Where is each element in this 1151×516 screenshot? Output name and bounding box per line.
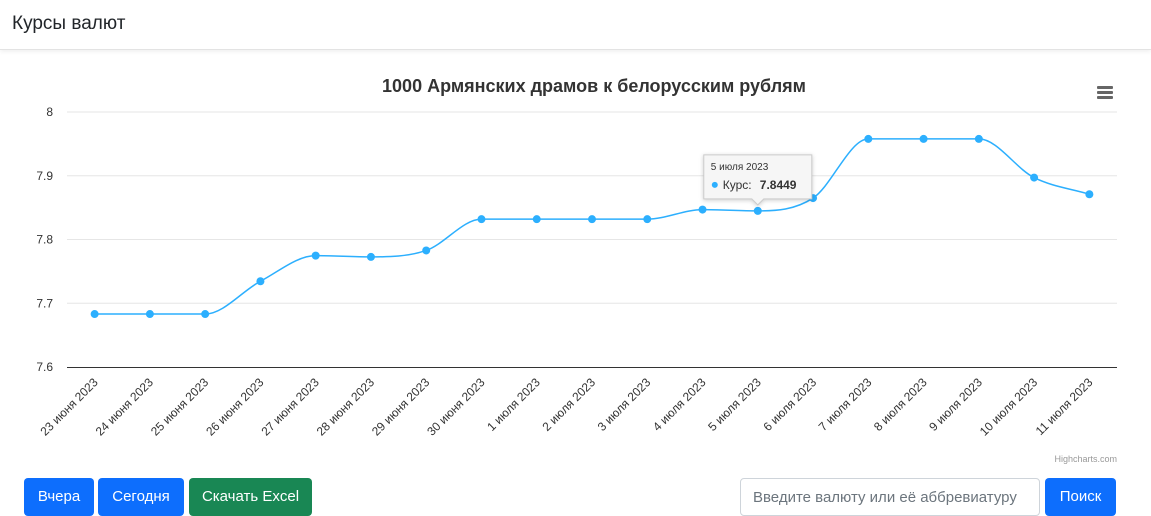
tooltip-date: 5 июля 2023 bbox=[711, 162, 769, 173]
data-point bbox=[366, 252, 375, 261]
data-point bbox=[422, 246, 431, 255]
app-header: Курсы валют bbox=[0, 0, 1151, 50]
data-point bbox=[974, 134, 983, 143]
y-tick-label: 7.7 bbox=[36, 296, 53, 310]
chart-credits: Highcharts.com bbox=[1054, 454, 1117, 464]
x-tick-label: 4 июля 2023 bbox=[650, 375, 709, 434]
data-point bbox=[698, 205, 707, 214]
y-tick-label: 7.8 bbox=[36, 233, 53, 247]
x-tick-label: 1 июля 2023 bbox=[484, 375, 543, 434]
data-point bbox=[311, 251, 320, 260]
x-tick-label: 3 июля 2023 bbox=[595, 375, 654, 434]
x-tick-label: 9 июля 2023 bbox=[926, 375, 985, 434]
tooltip-series-marker bbox=[711, 181, 718, 188]
chart-container: 1000 Армянских драмов к белорусским рубл… bbox=[0, 62, 1151, 472]
download-excel-button[interactable]: Скачать Excel bbox=[189, 478, 312, 516]
chart-menu-icon[interactable] bbox=[1094, 84, 1116, 102]
exchange-rate-chart: 1000 Армянских драмов к белорусским рубл… bbox=[36, 76, 1117, 464]
data-point bbox=[1085, 190, 1094, 199]
data-point bbox=[477, 215, 486, 224]
data-point bbox=[864, 134, 873, 143]
chart-title: 1000 Армянских драмов к белорусским рубл… bbox=[382, 76, 806, 96]
x-tick-label: 27 июня 2023 bbox=[258, 375, 322, 439]
data-point bbox=[588, 215, 596, 224]
data-point bbox=[201, 310, 210, 319]
data-point bbox=[256, 277, 265, 286]
data-point bbox=[532, 215, 541, 224]
y-tick-label: 7.9 bbox=[36, 169, 53, 183]
today-button[interactable]: Сегодня bbox=[98, 478, 184, 516]
tooltip-value: 7.8449 bbox=[760, 178, 797, 192]
x-tick-label: 25 июня 2023 bbox=[148, 375, 212, 439]
x-tick-label: 29 июня 2023 bbox=[369, 375, 433, 439]
x-tick-label: 5 июля 2023 bbox=[705, 375, 764, 434]
y-tick-label: 7.6 bbox=[36, 360, 53, 374]
x-tick-label: 30 июня 2023 bbox=[424, 375, 488, 439]
data-point bbox=[643, 215, 652, 224]
x-tick-label: 23 июня 2023 bbox=[37, 375, 101, 439]
x-tick-label: 11 июля 2023 bbox=[1033, 375, 1096, 438]
data-point bbox=[145, 310, 154, 319]
yesterday-button[interactable]: Вчера bbox=[24, 478, 94, 516]
x-tick-label: 2 июля 2023 bbox=[539, 375, 598, 434]
x-tick-label: 8 июля 2023 bbox=[871, 375, 930, 434]
tooltip-label: Курс: bbox=[723, 178, 752, 192]
x-tick-label: 10 июля 2023 bbox=[977, 375, 1041, 439]
y-tick-label: 8 bbox=[46, 105, 53, 119]
currency-search-input[interactable] bbox=[740, 478, 1040, 516]
x-tick-label: 7 июля 2023 bbox=[816, 375, 875, 434]
data-point bbox=[1030, 173, 1039, 182]
page-title: Курсы валют bbox=[12, 13, 126, 34]
series-line bbox=[94, 138, 1090, 315]
data-point bbox=[90, 310, 99, 319]
x-tick-label: 26 июня 2023 bbox=[203, 375, 267, 439]
search-button[interactable]: Поиск bbox=[1045, 478, 1116, 516]
data-point bbox=[919, 134, 928, 143]
x-tick-label: 6 июля 2023 bbox=[760, 375, 819, 434]
x-tick-label: 28 июня 2023 bbox=[314, 375, 378, 439]
data-point bbox=[753, 206, 762, 215]
x-tick-label: 24 июня 2023 bbox=[93, 375, 157, 439]
tooltip-box bbox=[703, 154, 813, 206]
